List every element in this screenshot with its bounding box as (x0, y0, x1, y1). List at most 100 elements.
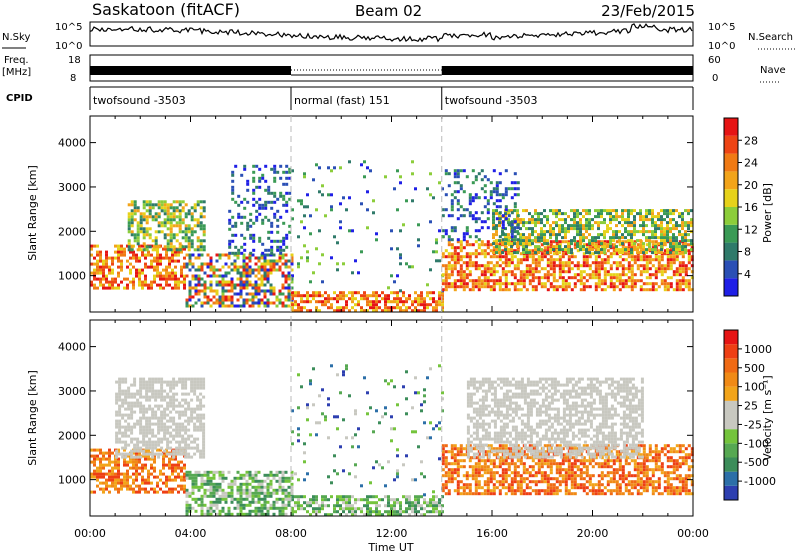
heatmap-cell (640, 279, 643, 282)
heatmap-cell (457, 480, 460, 483)
heatmap-cell (549, 224, 552, 227)
heatmap-cell (164, 233, 167, 236)
heatmap-cell (164, 224, 167, 227)
heatmap-cell (598, 285, 601, 288)
heatmap-cell (633, 218, 636, 221)
heatmap-cell (169, 417, 172, 420)
heatmap-cell (243, 492, 246, 495)
heatmap-cell (613, 285, 616, 288)
heatmap-cell (492, 212, 495, 215)
heatmap-cell (451, 205, 454, 208)
heatmap-cell (357, 498, 360, 501)
heatmap-cell (179, 227, 182, 230)
heatmap-cell (181, 384, 184, 387)
heatmap-cell (145, 387, 148, 390)
heatmap-cell (396, 274, 399, 277)
heatmap-cell (490, 285, 493, 288)
heatmap-cell (199, 429, 202, 432)
heatmap-cell (273, 266, 276, 269)
heatmap-cell (258, 198, 261, 201)
heatmap-cell (153, 476, 156, 479)
heatmap-cell (411, 510, 414, 513)
heatmap-cell (460, 480, 463, 483)
heatmap-cell (185, 239, 188, 242)
heatmap-cell (182, 200, 185, 203)
heatmap-cell (173, 248, 176, 251)
heatmap-cell (178, 405, 181, 408)
heatmap-cell (192, 296, 195, 299)
heatmap-cell (154, 453, 157, 456)
heatmap-cell (609, 242, 612, 245)
heatmap-cell (261, 492, 264, 495)
heatmap-cell (567, 215, 570, 218)
heatmap-cell (261, 204, 264, 207)
heatmap-cell (216, 284, 219, 287)
heatmap-cell (163, 414, 166, 417)
heatmap-cell (583, 270, 586, 273)
heatmap-cell (202, 432, 205, 435)
heatmap-cell (204, 495, 207, 498)
heatmap-cell (201, 486, 204, 489)
heatmap-cell (684, 245, 687, 248)
heatmap-cell (228, 290, 231, 293)
heatmap-cell (687, 221, 690, 224)
heatmap-cell (597, 209, 600, 212)
heatmap-cell (448, 282, 451, 285)
heatmap-cell (582, 245, 585, 248)
heatmap-cell (210, 287, 213, 290)
heatmap-cell (442, 252, 445, 255)
heatmap-cell (96, 458, 99, 461)
heatmap-cell (246, 284, 249, 287)
heatmap-cell (682, 264, 685, 267)
heatmap-cell (577, 261, 580, 264)
heatmap-cell (203, 227, 206, 230)
heatmap-cell (176, 224, 179, 227)
heatmap-cell (150, 260, 153, 263)
heatmap-cell (685, 279, 688, 282)
heatmap-cell (118, 411, 121, 414)
heatmap-cell (169, 387, 172, 390)
heatmap-cell (622, 258, 625, 261)
heatmap-cell (102, 488, 105, 491)
heatmap-cell (646, 261, 649, 264)
heatmap-cell (472, 264, 475, 267)
heatmap-cell (666, 251, 669, 254)
heatmap-cell (297, 262, 300, 265)
heatmap-cell (174, 464, 177, 467)
heatmap-cell (688, 261, 691, 264)
heatmap-cell (222, 290, 225, 293)
heatmap-cell (390, 291, 393, 294)
heatmap-cell (173, 236, 176, 239)
heatmap-cell (306, 259, 309, 262)
heatmap-cell (517, 261, 520, 264)
heatmap-cell (196, 447, 199, 450)
heatmap-cell (555, 251, 558, 254)
heatmap-cell (493, 226, 496, 229)
heatmap-cell (571, 255, 574, 258)
heatmap-cell (630, 251, 633, 254)
heatmap-cell (681, 239, 684, 242)
heatmap-cell (610, 264, 613, 267)
heatmap-cell (261, 207, 264, 210)
heatmap-cell (457, 489, 460, 492)
heatmap-cell (547, 279, 550, 282)
heatmap-cell (210, 266, 213, 269)
heatmap-cell (652, 264, 655, 267)
heatmap-cell (273, 501, 276, 504)
heatmap-cell (564, 245, 567, 248)
heatmap-cell (294, 504, 297, 507)
heatmap-cell (153, 257, 156, 260)
heatmap-cell (669, 251, 672, 254)
heatmap-cell (682, 282, 685, 285)
heatmap-cell (192, 486, 195, 489)
heatmap-cell (142, 411, 145, 414)
heatmap-cell (189, 504, 192, 507)
heatmap-cell (246, 287, 249, 290)
heatmap-cell (105, 251, 108, 254)
heatmap-cell (487, 492, 490, 495)
heatmap-cell (667, 264, 670, 267)
heatmap-cell (194, 218, 197, 221)
heatmap-cell (190, 384, 193, 387)
heatmap-cell (108, 458, 111, 461)
heatmap-cell (162, 461, 165, 464)
